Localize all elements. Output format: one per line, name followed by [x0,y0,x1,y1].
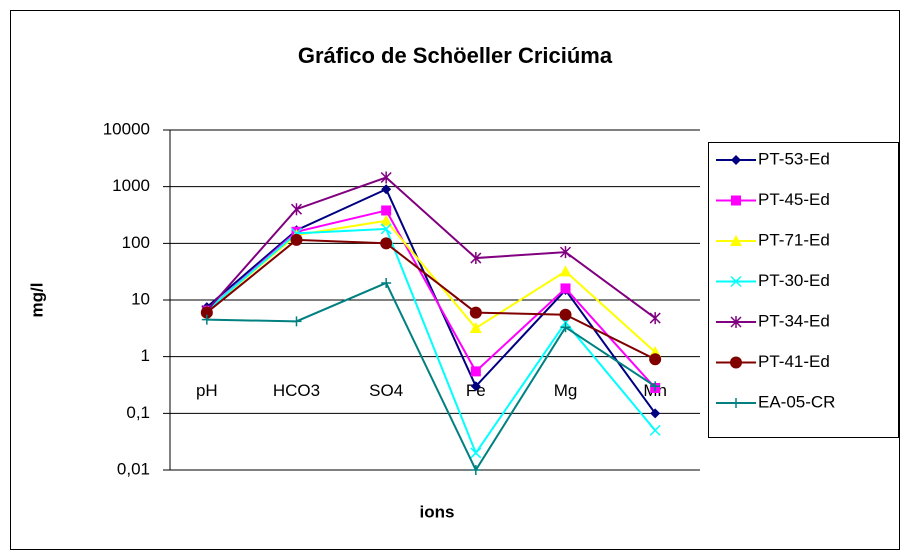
series-line [206,187,656,414]
marker [470,447,482,459]
marker [650,381,661,392]
marker [730,235,742,246]
legend-label: PT-41-Ed [758,352,830,371]
marker [649,353,662,366]
marker [380,223,392,235]
y-axis-label: mg/l [27,283,46,318]
marker [290,233,303,246]
y-tick-label: 10000 [103,119,150,138]
series-line [206,227,656,456]
marker [381,205,392,216]
marker [730,356,742,369]
marker [559,265,572,277]
marker [381,277,392,288]
marker [560,322,571,333]
marker [731,155,741,165]
y-tick-label: 1 [141,346,150,365]
marker [730,275,742,288]
x-tick-label: Mg [554,381,578,400]
x-tick-label: HCO3 [273,381,320,400]
legend-label: PT-71-Ed [758,230,830,249]
marker [730,316,742,328]
y-tick-label: 0,1 [126,403,150,422]
marker [381,184,392,195]
marker [470,366,481,377]
marker [291,316,302,327]
chart-title: Gráfico de Schöeller Criciúma [298,43,613,68]
marker [649,424,661,436]
marker [470,381,481,392]
y-tick-label: 10 [131,289,150,308]
legend-label: PT-53-Ed [758,149,830,168]
marker [469,322,482,334]
legend-label: PT-34-Ed [758,311,830,330]
series-line [206,219,656,353]
y-tick-label: 100 [122,233,150,252]
series-line [206,176,656,319]
marker [470,465,481,475]
legend-label: EA-05-CR [758,392,835,411]
marker [201,314,212,325]
y-tick-label: 1000 [112,176,150,195]
marker [469,306,482,319]
marker [380,171,392,184]
legend-label: PT-30-Ed [758,271,830,290]
marker [649,312,661,325]
series-line [206,209,656,389]
marker [560,283,571,294]
series-line [206,281,656,473]
marker [559,308,572,321]
legend-box [708,142,899,438]
marker [731,195,741,206]
x-axis-label: ions [420,502,455,521]
marker [380,237,393,250]
marker [380,214,393,226]
legend-label: PT-45-Ed [758,190,830,209]
x-tick-label: pH [196,381,218,400]
marker [731,398,741,408]
marker [200,306,213,319]
marker [470,252,482,265]
x-tick-label: SO4 [369,381,403,400]
marker [650,408,661,419]
series-line [206,238,656,361]
marker [559,246,572,259]
marker [290,203,303,216]
y-tick-label: 0,01 [117,459,150,478]
